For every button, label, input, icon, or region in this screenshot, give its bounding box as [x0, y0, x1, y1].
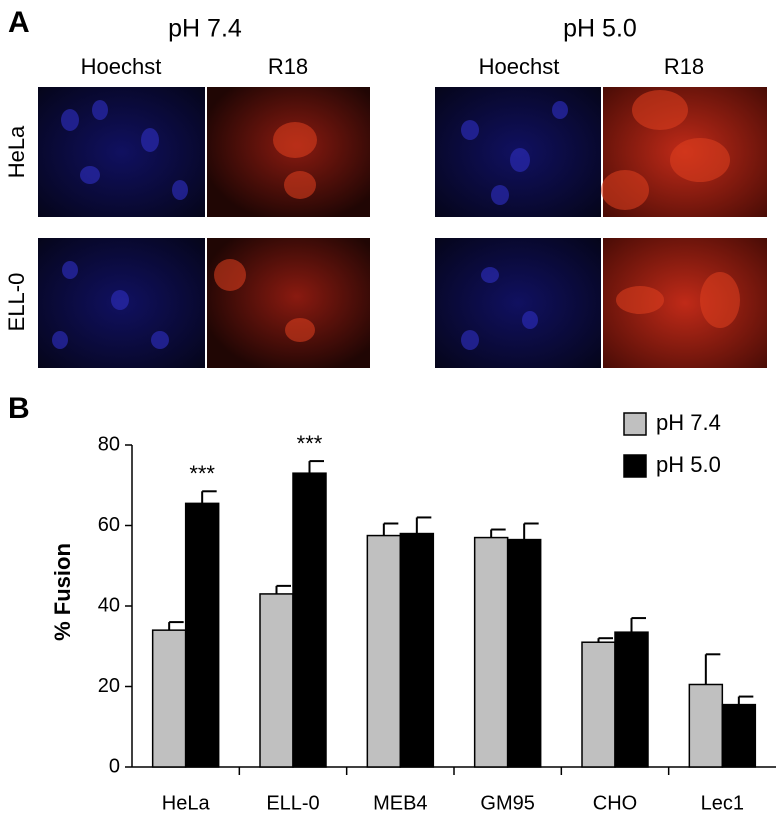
bar — [259, 593, 294, 768]
bar — [506, 538, 542, 768]
x-tick-label: CHO — [593, 792, 637, 814]
condition-label: pH 5.0 — [563, 15, 637, 43]
annotation: *** — [189, 461, 215, 486]
x-tick-label: GM95 — [480, 792, 534, 814]
legend-label: pH 5.0 — [656, 452, 721, 477]
bar — [688, 683, 724, 768]
y-tick-label: 20 — [98, 675, 120, 697]
annotation: *** — [297, 431, 323, 456]
bar — [292, 472, 327, 768]
bar — [473, 536, 509, 768]
x-tick-label: ELL-0 — [266, 792, 319, 814]
stain-label: R18 — [268, 54, 308, 79]
y-axis-label: % Fusion — [50, 543, 75, 641]
cell-line-label: HeLa — [4, 125, 29, 178]
y-tick-label: 40 — [98, 594, 120, 616]
micrograph — [435, 238, 601, 368]
legend-label: pH 7.4 — [656, 410, 721, 435]
micrograph — [207, 238, 370, 368]
legend-swatch — [623, 412, 647, 436]
bar — [366, 534, 402, 768]
bar — [399, 532, 435, 768]
stain-label: Hoechst — [81, 54, 162, 79]
y-tick-label: 60 — [98, 514, 120, 536]
panel-label: B — [8, 392, 30, 425]
bar — [151, 629, 187, 768]
bar — [581, 641, 616, 768]
x-tick-label: Lec1 — [701, 792, 744, 814]
y-tick-label: 0 — [109, 755, 120, 777]
nuclei — [52, 100, 568, 350]
cell-line-label: ELL-0 — [4, 273, 29, 332]
x-tick-label: HeLa — [162, 792, 211, 814]
y-tick-label: 80 — [98, 433, 120, 455]
panel-label: A — [8, 6, 30, 39]
condition-label: pH 7.4 — [168, 15, 242, 43]
x-tick-label: MEB4 — [373, 792, 427, 814]
legend-swatch — [623, 454, 647, 478]
bar — [614, 631, 649, 768]
bar — [721, 703, 757, 768]
stain-label: Hoechst — [479, 54, 560, 79]
panel-b: B % Fusion 0 20 40 60 80 HeLa ELL-0 MEB4 GM95 CHO… — [8, 392, 776, 814]
panel-a: A pH 7.4 pH 5.0 Hoechst R18 Hoechst R18 … — [4, 6, 767, 368]
bar — [184, 502, 220, 768]
stain-label: R18 — [664, 54, 704, 79]
micrographs — [38, 87, 767, 368]
cells — [214, 90, 740, 342]
